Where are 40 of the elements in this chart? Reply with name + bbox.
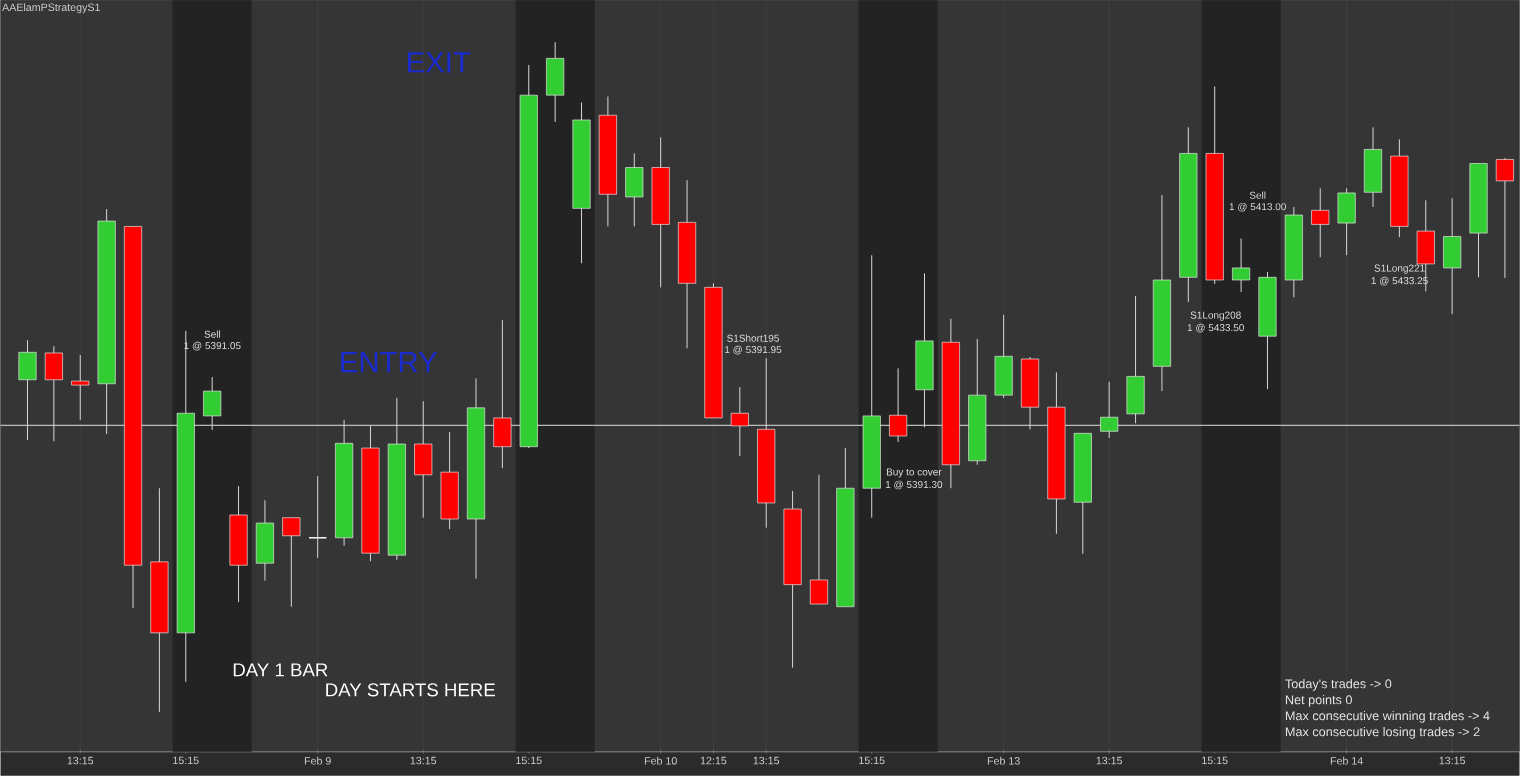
annotation: EXIT <box>408 52 471 73</box>
annotation: Sell <box>1249 191 1266 199</box>
x-tick-label: Feb 10 <box>644 756 677 765</box>
x-tick-label: 13:15 <box>1439 756 1466 765</box>
text: Max consecutive losing trades -> 2 <box>1285 727 1480 739</box>
x-tick-label: 13:15 <box>410 756 437 765</box>
annotation: S1Long221 <box>1374 264 1425 274</box>
x-tick-label: 15:15 <box>173 756 199 765</box>
candlestick <box>1232 238 1251 293</box>
annotation: Max consecutive winning trades -> 4 <box>1285 711 1490 723</box>
candlestick <box>1495 157 1514 279</box>
x-tick-label: Feb 9 <box>304 756 331 765</box>
annotation: ENTRY <box>341 352 438 373</box>
annotation: DAY STARTS HERE <box>326 683 495 697</box>
x-tick-label: Feb 14 <box>1330 756 1363 765</box>
x-tick-label: 13:15 <box>753 756 780 765</box>
annotation: Buy to cover <box>886 468 942 478</box>
annotation: 1 @ 5391.95 <box>725 345 782 355</box>
candlestick <box>308 475 328 559</box>
annotation: S1Long208 <box>1190 311 1241 321</box>
x-tick-label: 15:15 <box>516 756 542 765</box>
x-tick-label: 15:15 <box>859 756 885 765</box>
x-tick-label: 13:15 <box>67 756 94 765</box>
annotation: 1 @ 5433.50 <box>1187 323 1244 333</box>
x-tick-label: 12:15 <box>700 756 727 765</box>
x-tick-label: 15:15 <box>1202 756 1228 765</box>
annotation: 1 @ 5391.05 <box>184 341 241 351</box>
annotation: Net points 0 <box>1285 695 1352 707</box>
annotation: 1 @ 5391.30 <box>885 480 943 490</box>
candlestick <box>71 354 90 421</box>
annotation: DAY 1 BAR <box>233 663 328 677</box>
annotation: Sell <box>204 330 221 338</box>
candlestick <box>282 517 301 608</box>
annotation: 1 @ 5413.00 <box>1229 202 1286 212</box>
x-tick-label: 13:15 <box>1096 756 1123 765</box>
candlestick <box>1311 187 1330 258</box>
x-tick-label: Feb 13 <box>987 756 1020 765</box>
chart-title: AAElamPStrategyS1 <box>2 3 100 14</box>
annotation: Today's trades -> 0 <box>1285 679 1392 691</box>
annotation: S1Short195 <box>727 334 779 342</box>
